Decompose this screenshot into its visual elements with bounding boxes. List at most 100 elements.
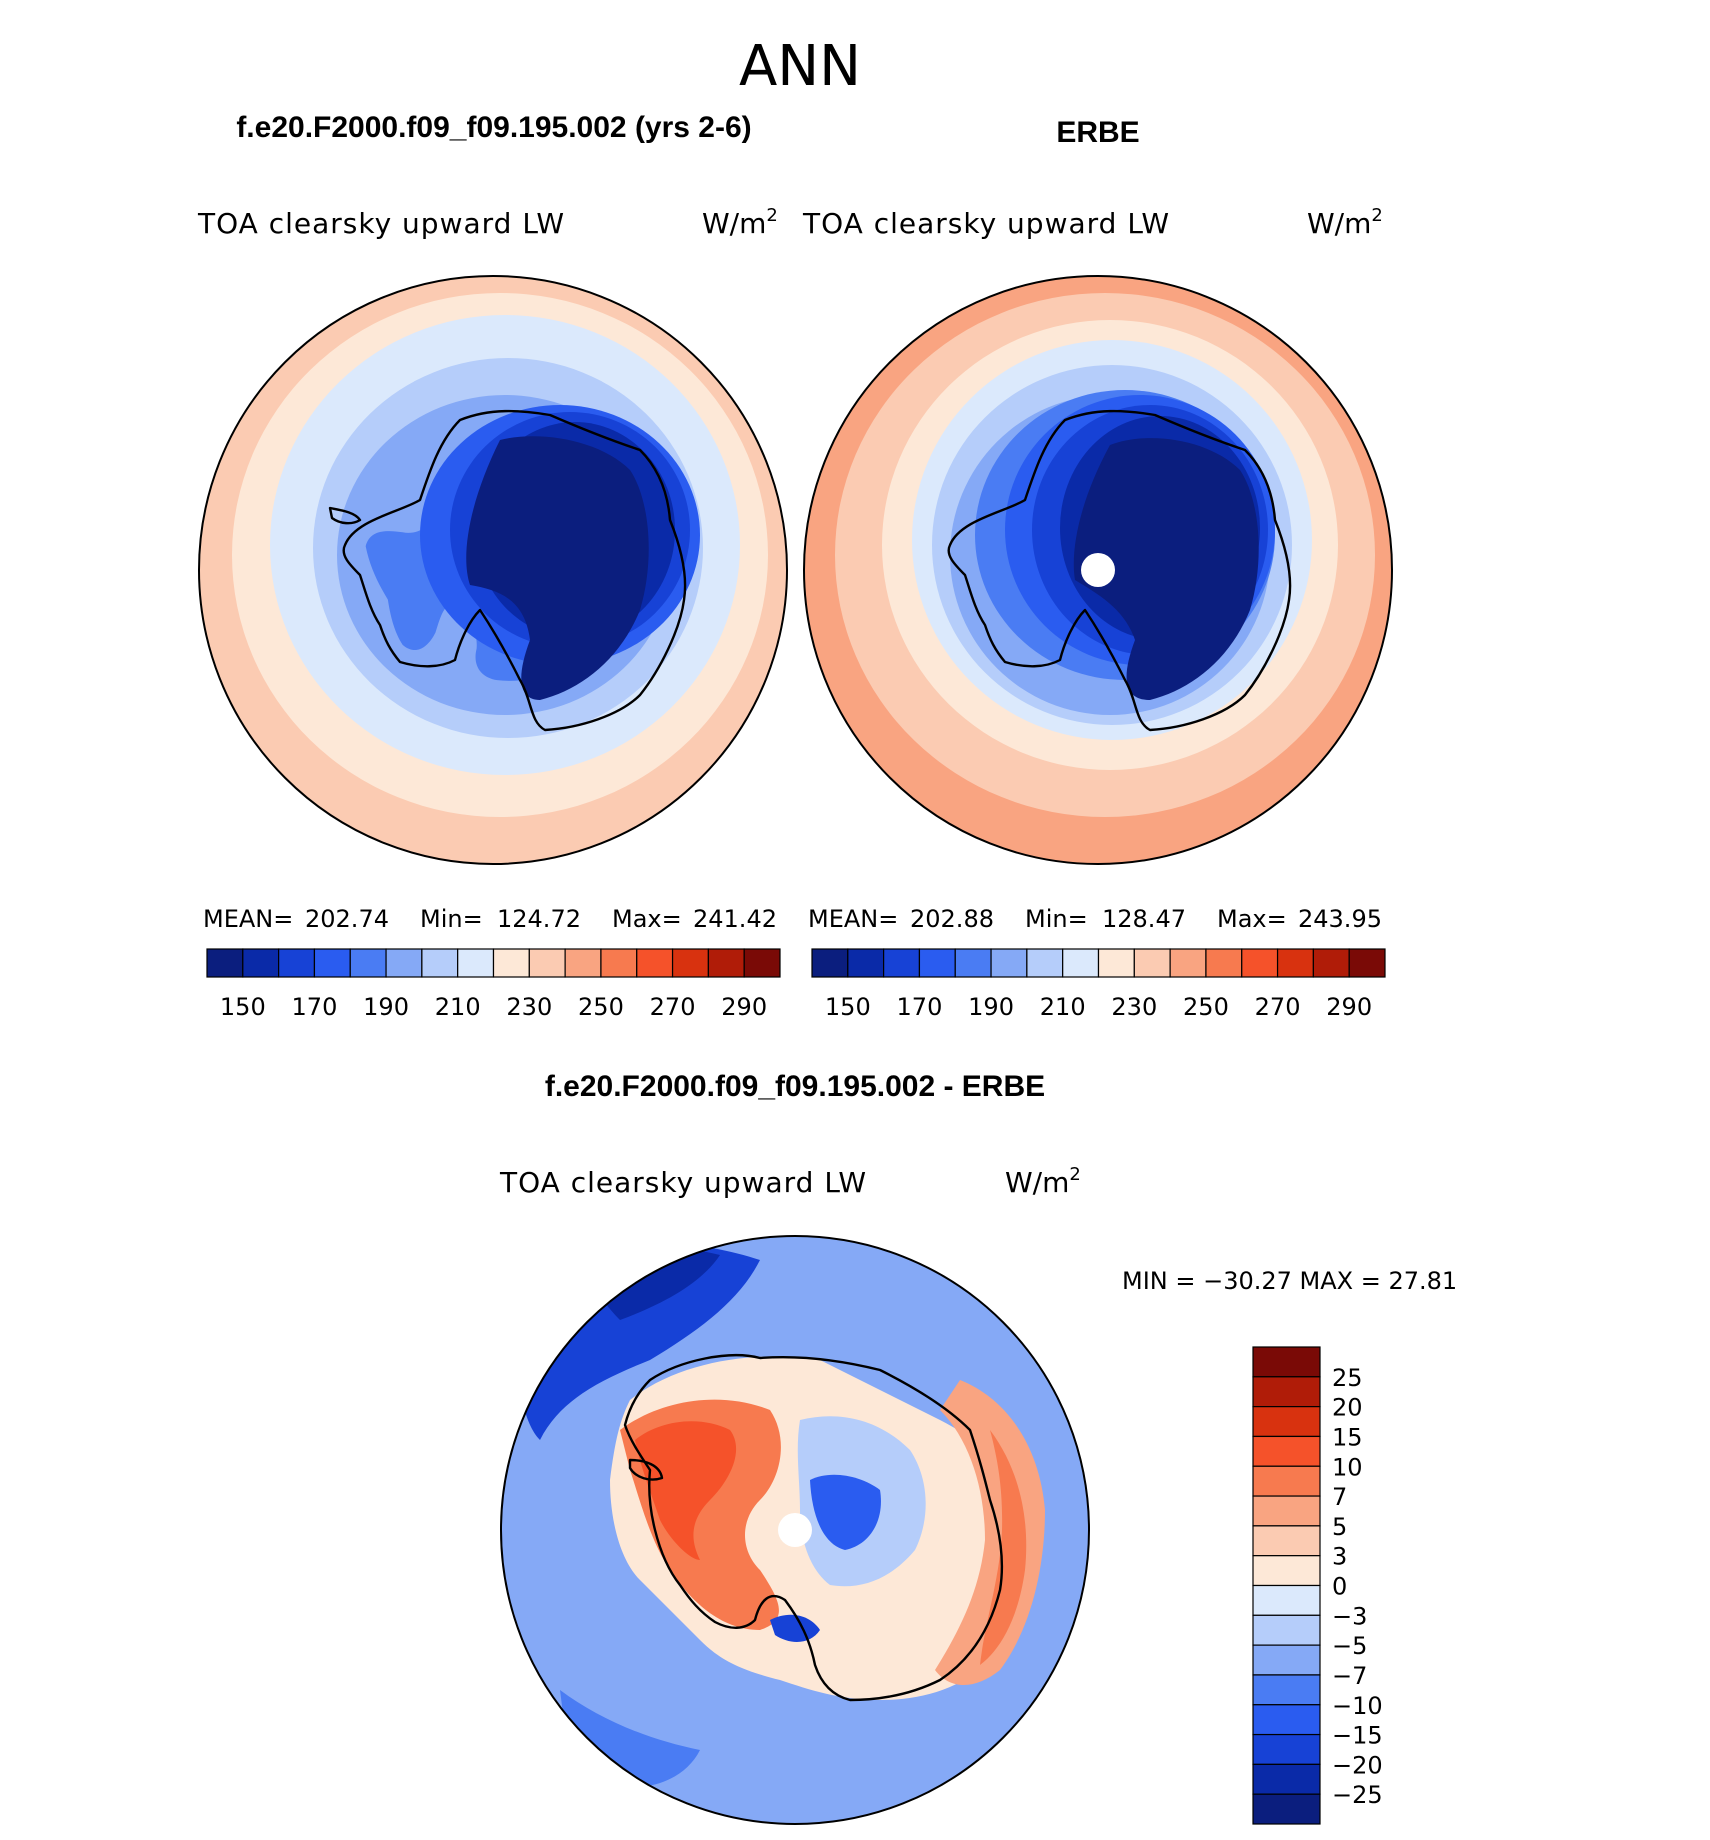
panel-difference: f.e20.F2000.f09_f09.195.002 - ERBE TOA c… xyxy=(499,1070,1457,1825)
panel-erbe-min-label: Min= xyxy=(1025,905,1088,933)
panel-difference-colorbar-tick-label: −7 xyxy=(1332,1662,1367,1690)
panel-difference-colorbar-swatch xyxy=(1252,1584,1321,1616)
panel-erbe-colorbar-tick-label: 210 xyxy=(1040,993,1086,1021)
panel-model-colorbar-swatch xyxy=(457,948,495,978)
panel-difference-colorbar-swatch xyxy=(1252,1376,1321,1408)
panel-erbe-colorbar-tick-label: 230 xyxy=(1111,993,1157,1021)
panel-difference-colorbar-swatch xyxy=(1252,1644,1321,1676)
panel-erbe-colorbar-swatch xyxy=(811,948,849,978)
panel-difference-colorbar-swatch xyxy=(1252,1495,1321,1527)
panel-erbe-colorbar-tick-label: 290 xyxy=(1326,993,1372,1021)
panel-erbe-colorbar-labels: 150 170 190 210 230 250 270 290 xyxy=(825,993,1372,1021)
panel-erbe-colorbar-swatch xyxy=(1026,948,1064,978)
panel-model-colorbar-swatch xyxy=(564,948,602,978)
panel-erbe-mean-label: MEAN= xyxy=(808,905,898,933)
panel-erbe-colorbar-tick-label: 270 xyxy=(1255,993,1301,1021)
panel-difference-colorbar-swatch xyxy=(1252,1614,1321,1646)
panel-erbe-colorbar-swatch xyxy=(1276,948,1314,978)
panel-erbe-colorbar-swatch xyxy=(1205,948,1243,978)
panel-model-min-value: 124.72 xyxy=(497,905,581,933)
panel-model-map xyxy=(199,276,787,864)
panel-erbe: ERBE TOA clearsky upward LW W/m2 MEAN= 2… xyxy=(802,116,1393,1021)
panel-difference-colorbar-tick-label: 5 xyxy=(1332,1513,1347,1541)
panel-model-colorbar-labels: 150 170 190 210 230 250 270 290 xyxy=(220,993,767,1021)
panel-model-colorbar-swatch xyxy=(349,948,387,978)
panel-difference-colorbar xyxy=(1252,1346,1321,1825)
panel-difference-colorbar-swatch xyxy=(1252,1733,1321,1765)
panel-erbe-colorbar-swatch xyxy=(1241,948,1279,978)
panel-model-colorbar-swatch xyxy=(671,948,709,978)
panel-model-colorbar-swatch xyxy=(385,948,423,978)
panel-model-colorbar-tick-label: 250 xyxy=(578,993,624,1021)
panel-model-units: W/m2 xyxy=(702,205,778,240)
panel-model-colorbar-tick-label: 230 xyxy=(506,993,552,1021)
panel-erbe-colorbar-swatch xyxy=(883,948,921,978)
panel-erbe-max-value: 243.95 xyxy=(1298,905,1382,933)
panel-model-colorbar xyxy=(206,948,781,978)
panel-model-mean-value: 202.74 xyxy=(305,905,389,933)
panel-difference-colorbar-tick-label: 15 xyxy=(1332,1423,1363,1451)
panel-erbe-colorbar-tick-label: 170 xyxy=(897,993,943,1021)
panel-difference-colorbar-tick-label: −15 xyxy=(1332,1722,1383,1750)
panel-difference-map-border xyxy=(500,1235,1090,1825)
panel-model-mean-label: MEAN= xyxy=(203,905,293,933)
panel-model-colorbar-swatch xyxy=(636,948,674,978)
panel-difference-colorbar-swatch xyxy=(1252,1704,1321,1736)
panel-model-colorbar-swatch xyxy=(313,948,351,978)
panel-difference-colorbar-tick-label: 25 xyxy=(1332,1364,1363,1392)
panel-difference-colorbar-swatch xyxy=(1252,1555,1321,1587)
page-title: ANN xyxy=(739,34,861,99)
panel-erbe-colorbar-swatch xyxy=(954,948,992,978)
panel-erbe-colorbar-swatch xyxy=(1169,948,1207,978)
panel-model-map-border xyxy=(198,275,788,865)
panel-model-min-label: Min= xyxy=(420,905,483,933)
panel-model-max-value: 241.42 xyxy=(693,905,777,933)
panel-model-colorbar-tick-label: 270 xyxy=(650,993,696,1021)
panel-erbe-colorbar-swatch xyxy=(1348,948,1386,978)
panel-model-colorbar-swatch xyxy=(242,948,280,978)
panel-model-colorbar-swatch xyxy=(743,948,781,978)
panel-erbe-case-title: ERBE xyxy=(1056,116,1139,149)
panel-erbe-colorbar-tick-label: 250 xyxy=(1183,993,1229,1021)
panel-difference-colorbar-swatch xyxy=(1252,1525,1321,1557)
panel-model-colorbar-swatch xyxy=(206,948,244,978)
panel-model-colorbar-swatch xyxy=(528,948,566,978)
panel-difference-colorbar-swatch xyxy=(1252,1406,1321,1438)
panel-erbe-field-label: TOA clearsky upward LW xyxy=(802,207,1170,240)
panel-difference-colorbar-tick-label: −20 xyxy=(1332,1751,1383,1779)
panel-model-field-label: TOA clearsky upward LW xyxy=(197,207,565,240)
panel-model-colorbar-tick-label: 170 xyxy=(292,993,338,1021)
panel-erbe-map-border xyxy=(803,275,1393,865)
panel-difference-colorbar-tick-label: −5 xyxy=(1332,1632,1367,1660)
panel-difference-map xyxy=(501,1236,1089,1824)
panel-erbe-mean-value: 202.88 xyxy=(910,905,994,933)
panel-model-case-title: f.e20.F2000.f09_f09.195.002 (yrs 2-6) xyxy=(236,111,751,144)
panel-model-colorbar-swatch xyxy=(278,948,316,978)
panel-erbe-colorbar-swatch xyxy=(1097,948,1135,978)
panel-model-max-label: Max= xyxy=(612,905,682,933)
panel-model-colorbar-swatch xyxy=(600,948,638,978)
panel-difference-minmax: MIN = −30.27 MAX = 27.81 xyxy=(1122,1267,1457,1295)
panel-model-colorbar-swatch xyxy=(421,948,459,978)
panel-difference-colorbar-swatch xyxy=(1252,1793,1321,1825)
panel-difference-case-title: f.e20.F2000.f09_f09.195.002 - ERBE xyxy=(545,1070,1045,1103)
panel-difference-colorbar-tick-label: −10 xyxy=(1332,1692,1383,1720)
panel-model-colorbar-swatch xyxy=(707,948,745,978)
panel-model-colorbar-swatch xyxy=(492,948,530,978)
panel-model-colorbar-tick-label: 210 xyxy=(435,993,481,1021)
panel-difference-colorbar-tick-label: 3 xyxy=(1332,1543,1347,1571)
panel-difference-field-label: TOA clearsky upward LW xyxy=(499,1166,867,1199)
panel-difference-colorbar-tick-label: 20 xyxy=(1332,1394,1363,1422)
panel-model-colorbar-tick-label: 190 xyxy=(363,993,409,1021)
panel-erbe-colorbar-swatch xyxy=(1133,948,1171,978)
panel-erbe-colorbar-tick-label: 190 xyxy=(968,993,1014,1021)
panel-difference-colorbar-swatch xyxy=(1252,1435,1321,1467)
panel-erbe-colorbar xyxy=(811,948,1386,978)
panel-erbe-max-label: Max= xyxy=(1217,905,1287,933)
panel-erbe-map xyxy=(804,276,1392,864)
panel-erbe-colorbar-swatch xyxy=(1312,948,1350,978)
panel-erbe-colorbar-swatch xyxy=(918,948,956,978)
panel-difference-colorbar-swatch xyxy=(1252,1763,1321,1795)
